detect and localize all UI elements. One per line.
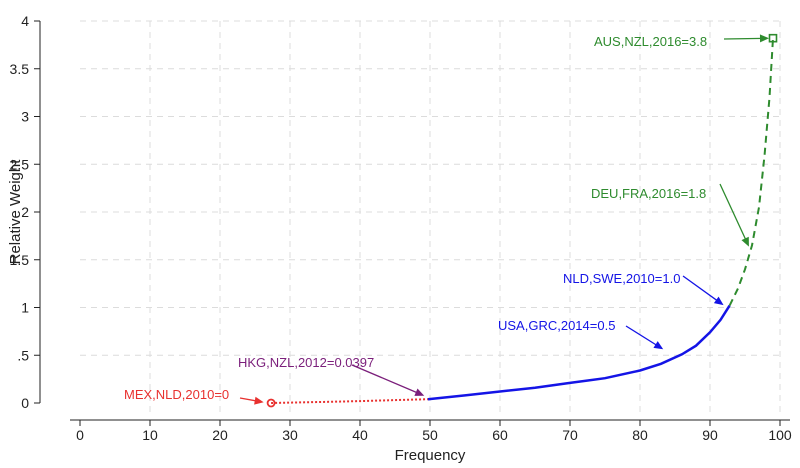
endpoint-marker-circle [266,398,276,408]
annotation-arrow-line [351,364,419,394]
annotation-label: AUS,NZL,2016=3.8 [594,34,707,49]
y-tick-label: 1.5 [10,252,30,268]
grid [80,20,781,413]
axes: 0.511.522.533.540 10 20 30 40 50 60 70 80 90 100 [10,13,792,443]
y-tick-label: 3 [21,109,29,125]
annotation: USA,GRC,2014=0.5 [498,318,664,350]
annotation-arrowhead [414,388,425,396]
annotation-arrowhead [759,34,770,43]
annotation: HKG,NZL,2012=0.0397 [238,355,425,396]
annotation-label: DEU,FRA,2016=1.8 [591,186,706,201]
y-tick-label: 4 [21,13,29,29]
series-line-solid [427,304,731,401]
x-tick-label: 0 [76,427,84,443]
annotations: AUS,NZL,2016=3.8 DEU,FRA,2016=1.8 NLD,SWE,… [124,34,770,405]
x-tick-label: 100 [768,427,792,443]
annotation-arrow-line [719,183,747,242]
annotation-label: USA,GRC,2014=0.5 [498,318,615,333]
y-tick-label: 2.5 [10,156,30,172]
annotation: NLD,SWE,2010=1.0 [563,271,724,306]
annotation-arrowhead [653,341,664,350]
annotation-arrow-line [682,275,720,303]
x-tick-label: 40 [352,427,368,443]
annotation: MEX,NLD,2010=0 [124,387,264,405]
annotation-label: HKG,NZL,2012=0.0397 [238,355,374,370]
annotation-arrowhead [713,296,724,306]
y-tick-label: 3.5 [10,61,30,77]
x-tick-label: 80 [632,427,648,443]
x-tick-label: 30 [282,427,298,443]
x-tick-label: 50 [422,427,438,443]
series-group [266,33,778,408]
x-tick-label: 70 [562,427,578,443]
y-tick-label: .5 [17,347,29,363]
annotation: DEU,FRA,2016=1.8 [591,183,749,247]
annotation-arrowhead [741,236,749,247]
annotation-label: NLD,SWE,2010=1.0 [563,271,680,286]
annotation-arrow-line [625,325,659,347]
annotation-arrow-line [723,37,764,40]
x-tick-label: 20 [212,427,228,443]
y-axis-title: Relative Weight [7,159,24,265]
endpoint-marker-square [768,33,778,43]
x-axis-title: Frequency [395,447,466,464]
x-tick-label: 60 [492,427,508,443]
x-tick-label: 10 [142,427,158,443]
series-line-dotted [271,398,428,404]
annotation-label: MEX,NLD,2010=0 [124,387,229,402]
y-tick-label: 1 [21,300,29,316]
y-tick-label: 0 [21,395,29,411]
annotation: AUS,NZL,2016=3.8 [594,34,770,49]
y-tick-label: 2 [21,204,29,220]
annotation-arrowhead [254,396,264,405]
x-tick-label: 90 [702,427,718,443]
annotation-arrow-line [239,397,258,402]
